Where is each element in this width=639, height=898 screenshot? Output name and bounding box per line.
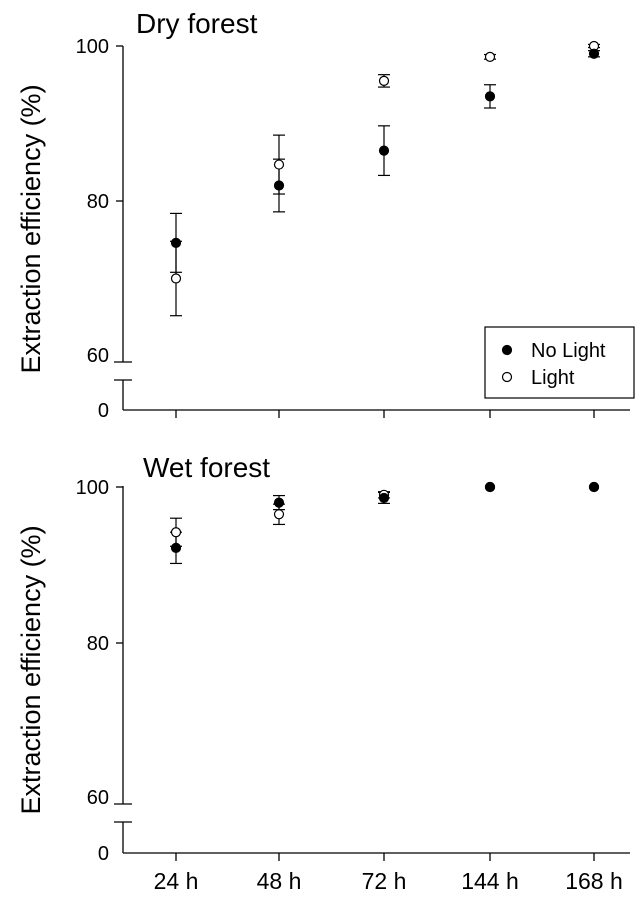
data-point-no-light [378,492,390,504]
y-tick-label: 0 [98,843,109,865]
x-tick-label: 144 h [461,868,519,894]
data-point-no-light [273,497,285,508]
data-point-no-light [588,481,600,493]
legend-marker-light [501,371,513,383]
y-axis-label: Extraction efficiency (%) [16,525,46,814]
chart-panel-2: 0 60 80 100 Extraction efficiency (%) Wet for… [16,452,630,894]
data-point-light [273,509,285,520]
data-point-no-light [484,481,496,493]
y-axis-label: Extraction efficiency (%) [16,84,46,373]
y-tick-label: 100 [76,477,109,499]
y-tick-label: 80 [87,191,109,213]
data-point-light [378,75,390,86]
x-tick-label: 24 h [154,868,199,894]
y-tick-label: 60 [87,345,109,367]
data-point-no-light [273,180,285,191]
x-tick-label: 72 h [362,868,407,894]
data-point-no-light [378,145,390,156]
data-point-no-light [484,91,496,102]
y-tick-label: 60 [87,787,109,809]
y-tick-label: 0 [98,400,109,422]
data-point-light [484,51,496,62]
chart-panel-1: 0 60 80 100 Extraction efficiency (%) Dry for… [16,8,635,422]
data-point-light [170,273,182,284]
y-tick-label: 100 [76,36,109,58]
legend-marker-no-light [501,344,513,356]
data-point-light [273,159,285,170]
data-point-no-light [170,237,182,248]
panel-title: Wet forest [143,452,270,483]
panel-title: Dry forest [136,8,258,39]
legend-label: No Light [531,340,606,362]
data-point-light [170,527,182,538]
x-tick-label: 48 h [257,868,302,894]
y-tick-label: 80 [87,633,109,655]
legend-label: Light [531,367,575,389]
data-point-no-light [588,48,600,59]
data-point-no-light [170,542,182,553]
x-tick-label: 168 h [565,868,623,894]
legend-box [484,326,635,399]
